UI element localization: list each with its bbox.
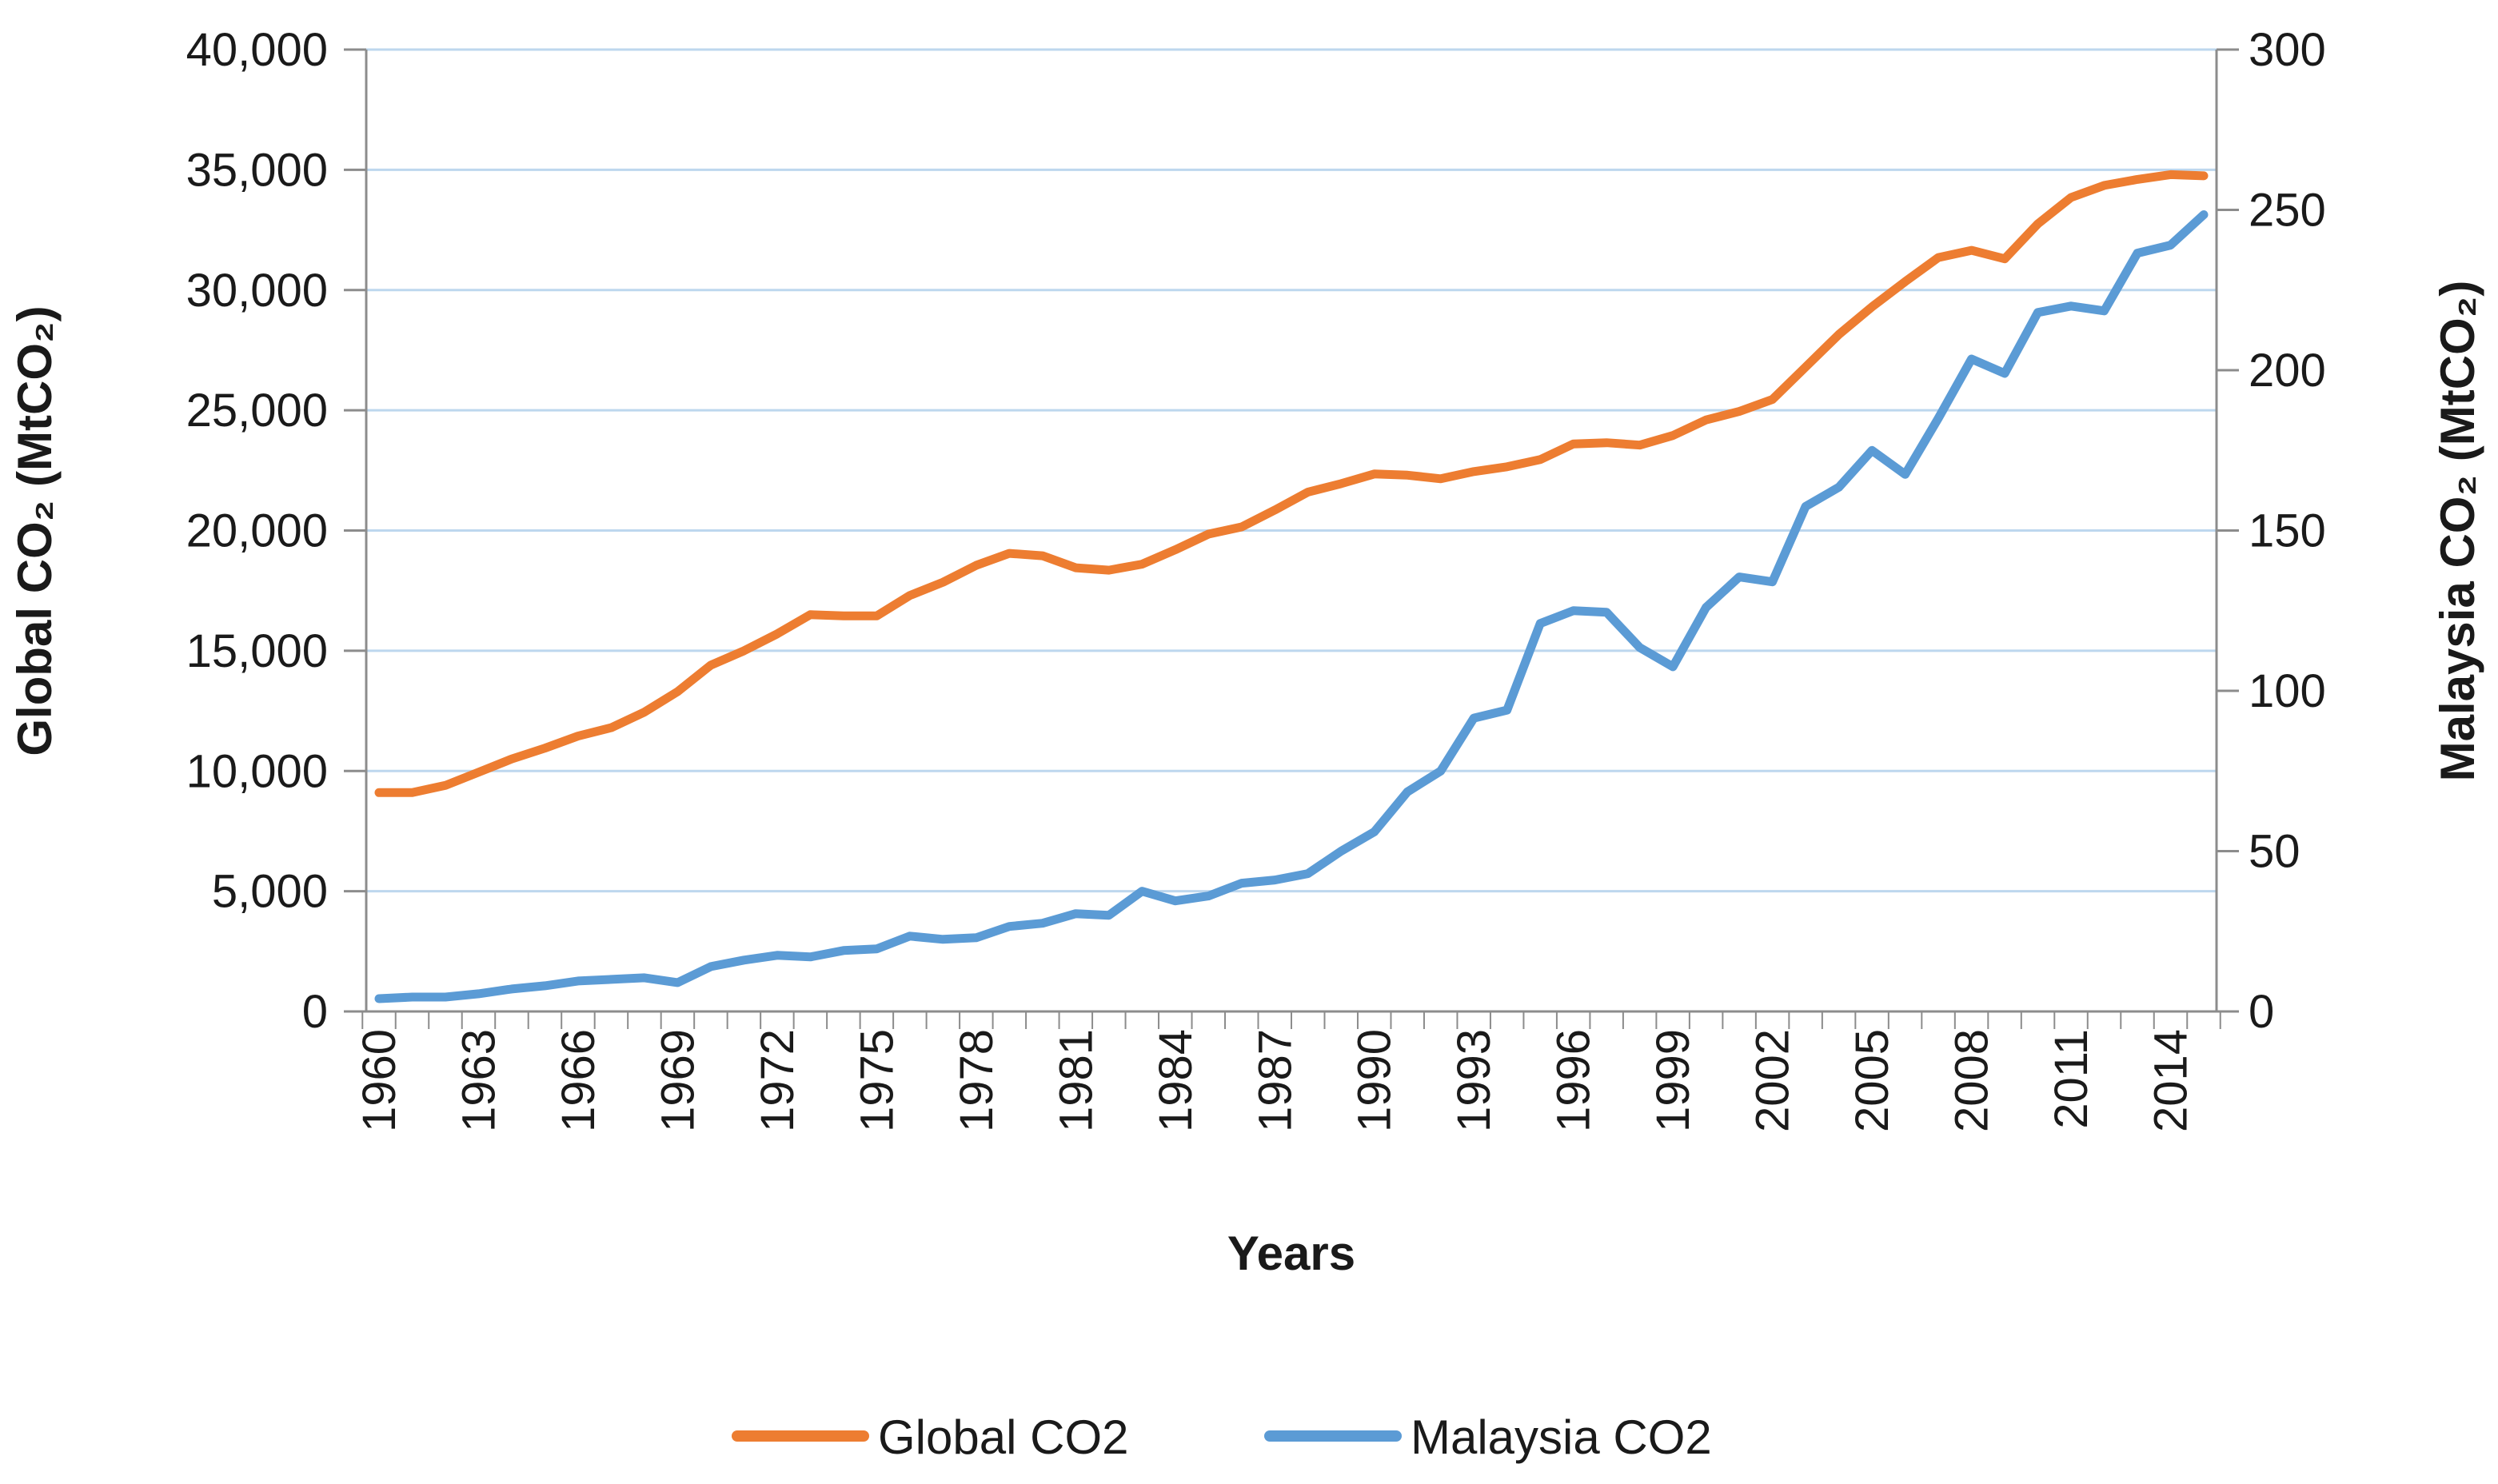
left-y-tick-label: 0: [302, 986, 328, 1038]
x-tick-label: 2008: [1946, 1029, 1998, 1132]
x-tick-label: 1987: [1249, 1029, 1301, 1132]
right-y-tick-label: 300: [2249, 24, 2326, 76]
legend: Global CO2 Malaysia CO2: [732, 1410, 1712, 1464]
right-y-tick-label: 200: [2249, 345, 2326, 397]
x-tick-label: 1999: [1647, 1029, 1699, 1132]
x-tick-labels: 1960 1963 1966 1969 1972 1975 1978 1981 1984 1987…: [353, 1029, 2197, 1132]
x-tick-label: 1960: [353, 1029, 405, 1132]
x-tick-label: 1963: [453, 1029, 505, 1132]
left-y-axis-title: Global CO₂ (MtCO₂): [8, 305, 62, 756]
x-tick-label: 1996: [1548, 1029, 1600, 1132]
left-y-tick-label: 5,000: [212, 866, 328, 918]
x-tick-label: 2005: [1846, 1029, 1898, 1132]
right-y-tick-label: 250: [2249, 185, 2326, 237]
left-y-tick-label: 20,000: [186, 505, 328, 557]
right-y-tick-label: 100: [2249, 665, 2326, 717]
x-tick-label: 2011: [2045, 1029, 2097, 1129]
x-tick-label: 2014: [2145, 1029, 2197, 1132]
left-y-tick-label: 10,000: [186, 745, 328, 797]
series-layer: [374, 170, 2209, 1003]
x-tick-label: 1978: [951, 1029, 1003, 1132]
x-tick-label: 1993: [1448, 1029, 1500, 1132]
legend-item-global: Global CO2: [732, 1410, 1128, 1464]
x-tick-label: 1990: [1349, 1029, 1401, 1132]
left-y-tick-label: 35,000: [186, 144, 328, 196]
left-y-tick-label: 40,000: [186, 24, 328, 76]
x-tick-label: 1972: [752, 1029, 804, 1132]
right-y-tick-label: 0: [2249, 986, 2274, 1038]
left-y-tick-label: 15,000: [186, 625, 328, 677]
series-line-global-co2: [374, 170, 2209, 797]
x-tick-label: 1981: [1050, 1029, 1102, 1132]
legend-item-malaysia: Malaysia CO2: [1264, 1410, 1712, 1464]
x-axis-title: Years: [1227, 1227, 1355, 1280]
left-y-tick-labels: 0 5,000 10,000 15,000 20,000 25,000 30,000 35,0…: [186, 24, 366, 1038]
x-tick-label: 1984: [1150, 1029, 1202, 1132]
legend-label-global: Global CO2: [878, 1410, 1128, 1464]
x-tick-label: 1966: [553, 1029, 605, 1132]
right-y-tick-label: 50: [2249, 826, 2300, 878]
legend-label-malaysia: Malaysia CO2: [1411, 1410, 1712, 1464]
series-line-malaysia-co2: [374, 210, 2209, 1003]
x-tick-label: 1969: [652, 1029, 704, 1132]
x-tick-label: 2002: [1747, 1029, 1799, 1132]
right-y-tick-labels: 0 50 100 150 200 250 300: [2217, 24, 2326, 1038]
right-y-axis-title: Malaysia CO₂ (MtCO₂): [2431, 281, 2484, 782]
left-y-tick-label: 25,000: [186, 385, 328, 437]
right-y-tick-label: 150: [2249, 505, 2326, 557]
gridlines: [366, 48, 2217, 893]
left-y-tick-label: 30,000: [186, 265, 328, 317]
x-tick-label: 1975: [851, 1029, 903, 1132]
x-axis-ticks: [361, 1011, 2221, 1029]
